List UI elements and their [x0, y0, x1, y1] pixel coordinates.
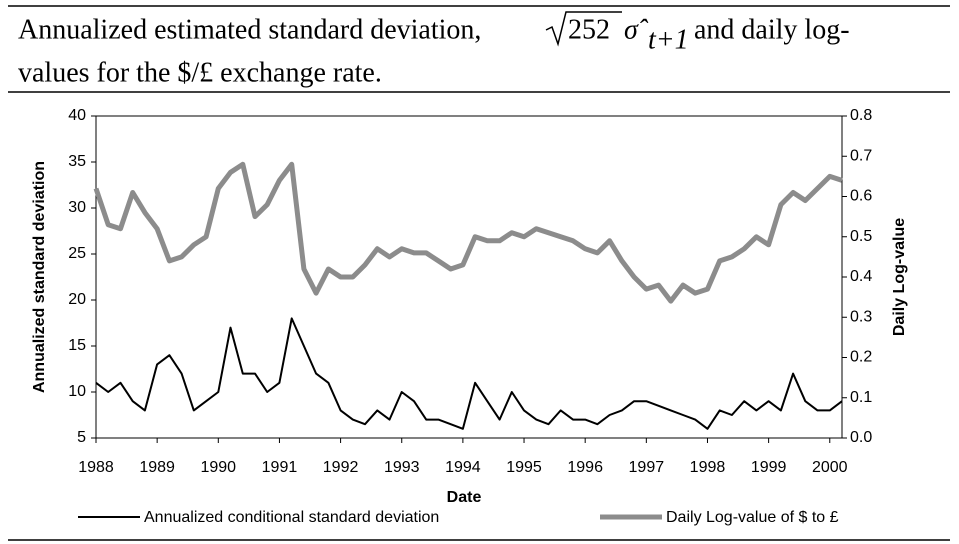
series-line [93, 161, 843, 304]
y-tick-label: 5 [77, 429, 86, 446]
y2-tick-label: 0.3 [850, 308, 872, 325]
x-tick-label: 1990 [200, 459, 236, 476]
legend-label: Annualized conditional standard deviatio… [144, 509, 439, 526]
title: and daily log- [694, 14, 850, 45]
x-tick-label: 1989 [139, 459, 175, 476]
x-tick-label: 1993 [384, 459, 420, 476]
y-axis-label: Annualized standard deviation [31, 161, 48, 393]
y-tick-label: 40 [68, 107, 86, 124]
y-tick-label: 30 [68, 199, 86, 216]
y2-tick-label: 0.5 [850, 228, 872, 245]
x-tick-label: 1998 [690, 459, 726, 476]
y2-tick-label: 0.1 [850, 389, 872, 406]
y-tick-label: 15 [68, 337, 86, 354]
x-tick-label: 2000 [812, 459, 848, 476]
x-tick-label: 1995 [506, 459, 542, 476]
x-tick-label: 1999 [751, 459, 787, 476]
x-tick-label: 1992 [323, 459, 359, 476]
y-tick-label: 25 [68, 245, 86, 262]
title-subscript: t+1 [648, 24, 689, 55]
x-axis-label: Date [447, 489, 482, 506]
y2-axis-label: Daily Log-value [891, 218, 908, 336]
title: Annualized estimated standard deviation, [18, 14, 481, 45]
y2-tick-label: 0.0 [850, 429, 872, 446]
x-tick-label: 1988 [78, 459, 114, 476]
y2-tick-label: 0.4 [850, 268, 872, 285]
title-sigma: σ̂ [624, 14, 649, 45]
y2-tick-label: 0.7 [850, 147, 872, 164]
x-tick-label: 1996 [567, 459, 603, 476]
title-radicand: 252 [568, 14, 610, 45]
y-tick-label: 35 [68, 153, 86, 170]
y-tick-label: 10 [68, 383, 86, 400]
plot-frame [95, 115, 843, 439]
x-tick-label: 1997 [629, 459, 665, 476]
x-tick-label: 1991 [262, 459, 298, 476]
y2-tick-label: 0.6 [850, 188, 872, 205]
x-tick-label: 1994 [445, 459, 481, 476]
title: values for the $/£ exchange rate. [18, 57, 382, 88]
y-tick-label: 20 [68, 291, 86, 308]
y2-tick-label: 0.2 [850, 349, 872, 366]
series-line [95, 317, 843, 430]
y2-tick-label: 0.8 [850, 107, 872, 124]
legend-label: Daily Log-value of $ to £ [666, 509, 839, 526]
sqrt-sign [545, 11, 622, 47]
